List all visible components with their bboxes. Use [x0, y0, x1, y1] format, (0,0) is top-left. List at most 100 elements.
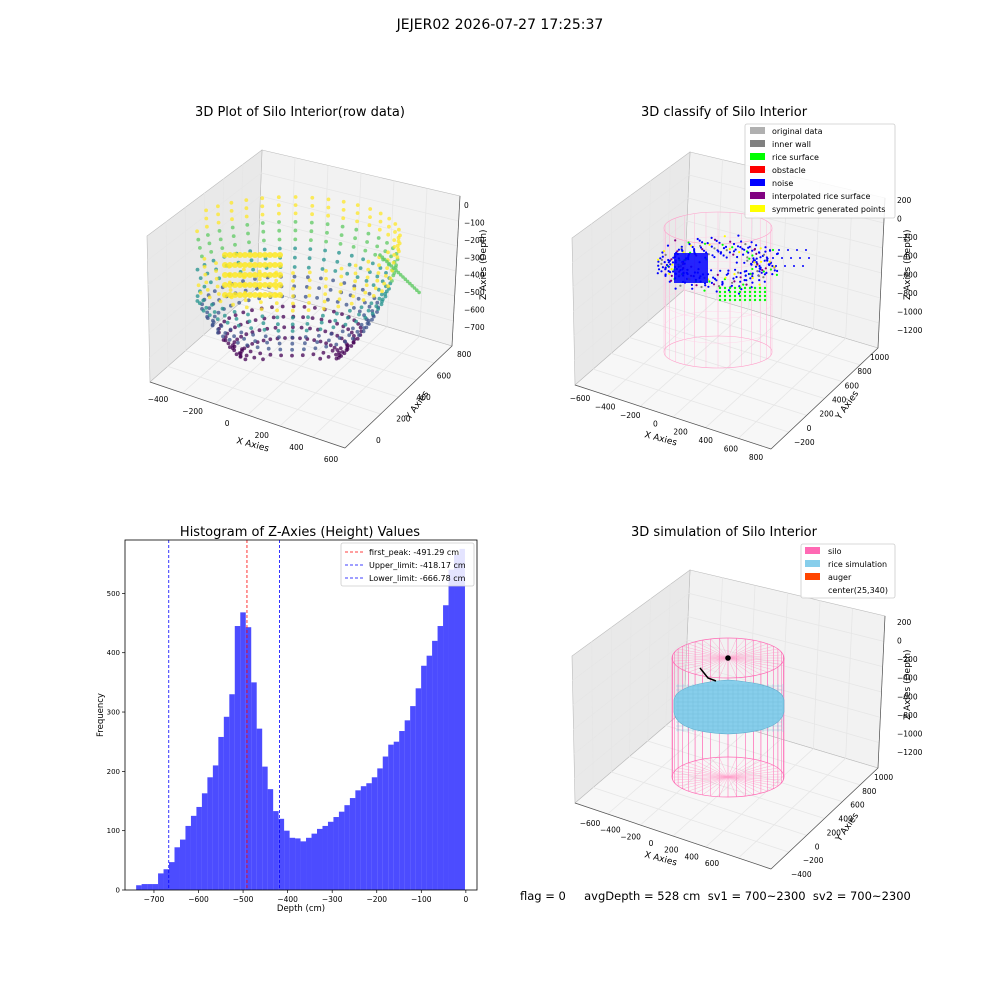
raw-point [195, 229, 200, 234]
raw-point [246, 298, 251, 303]
raw-point [246, 312, 250, 317]
raw-point [207, 313, 212, 317]
classify-legend-swatch [750, 153, 765, 160]
raw-y-tick-labels: 0 200 400 600 800 [376, 350, 472, 445]
raw-point [262, 262, 268, 268]
classify-point [733, 290, 737, 294]
simulation-silo-spoke [672, 657, 729, 662]
classify-point [753, 294, 757, 298]
raw-point [237, 351, 242, 355]
classify-point [664, 274, 667, 277]
classify-point [750, 263, 753, 266]
simulation-silo-spoke [727, 759, 754, 778]
raw-point [265, 340, 269, 345]
raw-point [252, 272, 258, 278]
raw-x-tick: −200 [182, 407, 203, 416]
raw-point [226, 341, 231, 346]
raw-point [321, 350, 326, 355]
raw-point [313, 346, 318, 351]
classify-point [763, 286, 767, 290]
raw-point [354, 319, 358, 324]
raw-point [355, 336, 360, 341]
raw-point [233, 325, 237, 330]
classify-point [735, 261, 738, 264]
classify-point [725, 256, 728, 259]
classify-point [781, 257, 783, 259]
raw-point [363, 248, 368, 253]
classify-point [753, 259, 757, 262]
histogram-bar [147, 884, 153, 890]
histogram-bar [141, 884, 148, 890]
histogram-bar [355, 790, 361, 890]
raw-point [386, 232, 391, 237]
raw-point [242, 252, 248, 258]
raw-point [338, 346, 343, 351]
raw-point [293, 220, 298, 224]
classify-point [748, 257, 751, 260]
raw-point [276, 328, 281, 333]
raw-point [310, 212, 314, 217]
raw-point [251, 267, 256, 272]
simulation-silo-spoke [727, 651, 782, 659]
raw-point [384, 271, 388, 275]
raw-point [217, 229, 222, 233]
classify-point [763, 280, 766, 283]
simulation-silo-spoke [727, 773, 784, 778]
simulation-silo-bottom-ring [671, 756, 785, 798]
raw-point [355, 203, 360, 208]
raw-x-tick: 200 [255, 431, 270, 440]
raw-point [398, 273, 403, 277]
classify-point [750, 241, 753, 244]
raw-point [210, 302, 214, 307]
classify-point [753, 286, 757, 290]
simulation-y-tick: −200 [803, 856, 824, 865]
classify-point [764, 246, 767, 249]
histogram-bar [404, 720, 411, 890]
simulation-silo-spoke [678, 767, 729, 778]
raw-point [307, 256, 312, 261]
simulation-silo-spoke [682, 646, 729, 659]
classify-point [667, 265, 670, 268]
classify-point [667, 258, 670, 262]
raw-point [261, 229, 266, 234]
raw-point [308, 326, 312, 331]
raw-point [245, 343, 250, 348]
raw-point [392, 266, 396, 271]
raw-point [241, 310, 246, 315]
raw-point [306, 315, 310, 319]
histogram-bar [136, 885, 142, 890]
raw-point [336, 304, 341, 309]
raw-point [318, 356, 323, 361]
histogram-y-tick-label: 400 [107, 649, 120, 657]
raw-point [272, 292, 278, 298]
raw-point [370, 261, 375, 266]
raw-point [326, 297, 330, 302]
classify-z-tick: −1200 [897, 326, 923, 335]
classify-z-tick-labels: 200 0 −200 −400 −600 −800 −1000 −1200 [897, 196, 923, 335]
classify-x-tick: −400 [595, 402, 616, 411]
raw-point [244, 198, 249, 203]
simulation-silo-spoke [678, 657, 729, 668]
classify-point [764, 267, 767, 270]
raw-point [203, 272, 208, 277]
raw-point [211, 320, 216, 325]
classify-point [727, 289, 731, 292]
histogram-bar [311, 833, 317, 890]
classify-point [677, 248, 681, 251]
raw-point [387, 262, 392, 266]
raw-point [216, 220, 221, 225]
raw-point [253, 339, 258, 343]
raw-point [283, 336, 287, 340]
raw-point [382, 281, 387, 286]
classify-panel: 3D classify of Silo Interior −600 −400 −20… [570, 105, 923, 462]
simulation-legend-label: center(25,340) [828, 586, 888, 595]
classify-point [743, 248, 746, 251]
classify-point [695, 284, 698, 287]
simulation-legend-label: silo [828, 547, 842, 556]
raw-point [291, 294, 295, 298]
raw-point [290, 329, 295, 333]
classify-point [745, 283, 748, 286]
raw-point [370, 311, 375, 316]
raw-point [257, 292, 263, 298]
raw-point [365, 275, 370, 280]
